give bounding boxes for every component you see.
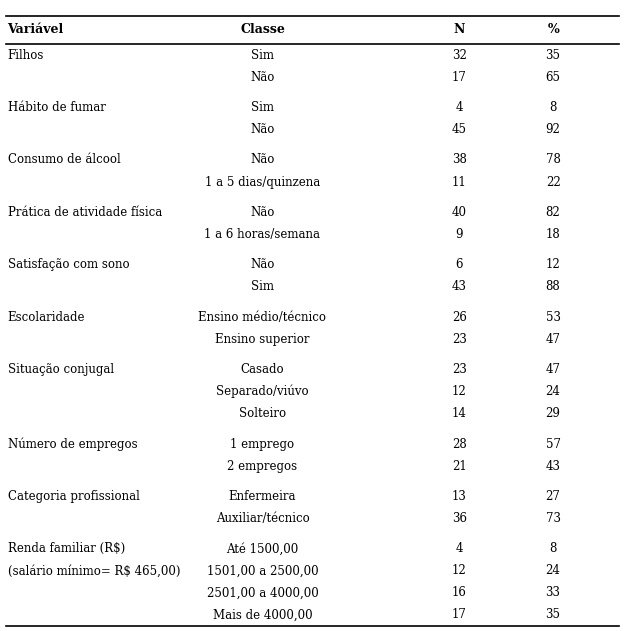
Text: 2 empregos: 2 empregos xyxy=(228,459,298,473)
Text: Enfermeira: Enfermeira xyxy=(229,490,296,503)
Text: Não: Não xyxy=(250,71,275,84)
Text: 17: 17 xyxy=(452,608,467,622)
Text: 43: 43 xyxy=(452,280,467,293)
Text: 53: 53 xyxy=(546,310,561,324)
Text: 12: 12 xyxy=(452,564,467,577)
Text: 9: 9 xyxy=(456,228,463,241)
Text: Casado: Casado xyxy=(241,363,284,376)
Text: 82: 82 xyxy=(546,206,561,219)
Text: 12: 12 xyxy=(546,258,561,271)
Text: Consumo de álcool: Consumo de álcool xyxy=(8,153,120,167)
Text: 43: 43 xyxy=(546,459,561,473)
Text: 24: 24 xyxy=(546,564,561,577)
Text: 35: 35 xyxy=(546,49,561,62)
Text: Não: Não xyxy=(250,123,275,136)
Text: 57: 57 xyxy=(546,437,561,451)
Text: 1501,00 a 2500,00: 1501,00 a 2500,00 xyxy=(207,564,318,577)
Text: 11: 11 xyxy=(452,175,467,189)
Text: Número de empregos: Número de empregos xyxy=(8,437,137,451)
Text: Filhos: Filhos xyxy=(8,49,44,62)
Text: Não: Não xyxy=(250,153,275,167)
Text: 4: 4 xyxy=(456,101,463,114)
Text: Até 1500,00: Até 1500,00 xyxy=(226,543,299,555)
Text: Categoria profissional: Categoria profissional xyxy=(8,490,139,503)
Text: 22: 22 xyxy=(546,175,561,189)
Text: 65: 65 xyxy=(546,71,561,84)
Text: Situação conjugal: Situação conjugal xyxy=(8,363,114,376)
Text: 17: 17 xyxy=(452,71,467,84)
Text: Auxiliar/técnico: Auxiliar/técnico xyxy=(216,512,309,525)
Text: 29: 29 xyxy=(546,407,561,420)
Text: 2501,00 a 4000,00: 2501,00 a 4000,00 xyxy=(207,586,318,599)
Text: 38: 38 xyxy=(452,153,467,167)
Text: 78: 78 xyxy=(546,153,561,167)
Text: 16: 16 xyxy=(452,586,467,599)
Text: 4: 4 xyxy=(456,543,463,555)
Text: (salário mínimo= R$ 465,00): (salário mínimo= R$ 465,00) xyxy=(8,564,180,577)
Text: 27: 27 xyxy=(546,490,561,503)
Text: 24: 24 xyxy=(546,385,561,398)
Text: Sim: Sim xyxy=(251,101,274,114)
Text: Satisfação com sono: Satisfação com sono xyxy=(8,258,129,271)
Text: 92: 92 xyxy=(546,123,561,136)
Text: Variável: Variável xyxy=(8,23,64,37)
Text: 35: 35 xyxy=(546,608,561,622)
Text: 1 a 5 dias/quinzena: 1 a 5 dias/quinzena xyxy=(205,175,320,189)
Text: 26: 26 xyxy=(452,310,467,324)
Text: Ensino médio/técnico: Ensino médio/técnico xyxy=(199,310,326,324)
Text: N: N xyxy=(454,23,465,37)
Text: 12: 12 xyxy=(452,385,467,398)
Text: Sim: Sim xyxy=(251,49,274,62)
Text: Não: Não xyxy=(250,258,275,271)
Text: 36: 36 xyxy=(452,512,467,525)
Text: 1 emprego: 1 emprego xyxy=(231,437,294,451)
Text: Mais de 4000,00: Mais de 4000,00 xyxy=(213,608,312,622)
Text: %: % xyxy=(548,23,559,37)
Text: 33: 33 xyxy=(546,586,561,599)
Text: 47: 47 xyxy=(546,333,561,346)
Text: 13: 13 xyxy=(452,490,467,503)
Text: Renda familiar (R$): Renda familiar (R$) xyxy=(8,543,125,555)
Text: 18: 18 xyxy=(546,228,561,241)
Text: 23: 23 xyxy=(452,333,467,346)
Text: 14: 14 xyxy=(452,407,467,420)
Text: Sim: Sim xyxy=(251,280,274,293)
Text: Separado/viúvo: Separado/viúvo xyxy=(216,385,309,398)
Text: Solteiro: Solteiro xyxy=(239,407,286,420)
Text: 40: 40 xyxy=(452,206,467,219)
Text: Ensino superior: Ensino superior xyxy=(215,333,310,346)
Text: 8: 8 xyxy=(549,101,557,114)
Text: 8: 8 xyxy=(549,543,557,555)
Text: 23: 23 xyxy=(452,363,467,376)
Text: Escolaridade: Escolaridade xyxy=(8,310,85,324)
Text: Classe: Classe xyxy=(240,23,285,37)
Text: 6: 6 xyxy=(456,258,463,271)
Text: Prática de atividade física: Prática de atividade física xyxy=(8,206,162,219)
Text: 21: 21 xyxy=(452,459,467,473)
Text: Não: Não xyxy=(250,206,275,219)
Text: 47: 47 xyxy=(546,363,561,376)
Text: 1 a 6 horas/semana: 1 a 6 horas/semana xyxy=(204,228,321,241)
Text: 73: 73 xyxy=(546,512,561,525)
Text: 88: 88 xyxy=(546,280,561,293)
Text: 32: 32 xyxy=(452,49,467,62)
Text: Hábito de fumar: Hábito de fumar xyxy=(8,101,106,114)
Text: 28: 28 xyxy=(452,437,467,451)
Text: 45: 45 xyxy=(452,123,467,136)
